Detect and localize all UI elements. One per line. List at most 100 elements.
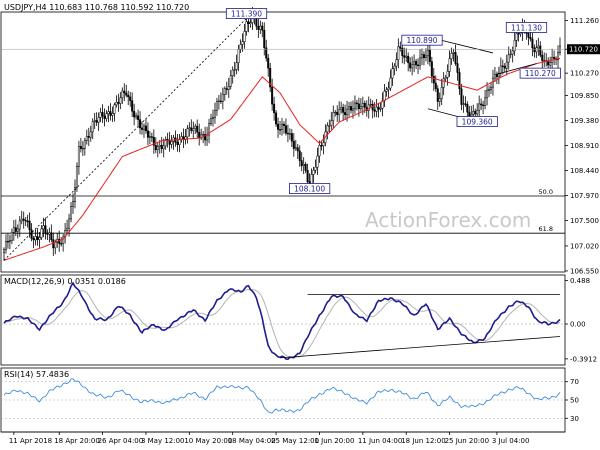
candle-body [52,239,55,249]
header-close: 110.720 [156,3,190,12]
rsi-tick-label: 70 [570,378,579,386]
time-tick-label: 18 Apr 20:00 [54,437,100,445]
price-tick-label: 110.270 [570,70,599,78]
price-trendline [3,18,247,261]
candle-body [20,218,23,222]
price-tick-label: 106.550 [570,267,599,275]
candle-body [97,117,100,123]
price-label-box [519,67,561,79]
time-tick-label: 25 May 12:00 [271,437,319,445]
candle-body [460,88,463,105]
candle-body [263,29,266,48]
candle-body [415,61,418,66]
candle-body [383,91,386,102]
candle-body [91,121,94,133]
candle-body [316,155,319,168]
candle-body [137,115,140,120]
candle-body [152,136,155,146]
candle-body [377,106,380,110]
candle-body [290,133,293,142]
time-tick-label: 18 Jun 12:00 [401,437,445,445]
candle-body [105,113,108,119]
candle-body [348,106,351,110]
candle-body [211,117,214,119]
candle-body [375,106,378,112]
candle-body [474,110,477,115]
candle-body [322,142,325,147]
candle-body [3,249,5,253]
candle-body [442,78,445,88]
candle-body [549,62,552,66]
candle-body [101,112,104,117]
candle-body [462,103,465,105]
candle-body [300,160,303,166]
candle-body [529,37,532,40]
candle-body [115,102,118,106]
candle-body [353,102,356,110]
candle-body [221,94,224,102]
candle-body [539,45,542,56]
candle-body [48,232,51,235]
candle-body [243,31,246,42]
candle-body [422,54,425,58]
header-high: 110.768 [84,3,118,12]
candle-body [409,62,412,69]
candle-body [334,111,337,114]
candle-body [320,145,323,147]
candle-body [328,125,331,127]
price-label-box [505,22,548,33]
candle-body [87,136,90,138]
candle-body [16,228,19,232]
candle-body [42,225,45,230]
rsi-tick-label: 50 [570,397,579,405]
candle-body [387,87,390,90]
candle-body [184,136,187,140]
candle-body [123,90,126,94]
candle-body [480,103,483,106]
candle-body [129,96,132,101]
candle-body [73,187,76,202]
candle-body [162,145,165,150]
candle-body [401,47,404,56]
candle-body [438,98,441,102]
candle-body [257,25,260,30]
price-panel-frame [0,11,566,273]
candle-body [470,113,473,117]
candle-body [419,57,422,66]
price-tick-label: 107.500 [570,217,599,225]
candle-body [440,87,443,99]
candle-body [54,242,57,249]
candle-body [450,53,453,60]
time-tick-label: 3 Jul 04:00 [492,437,530,445]
candle-body [164,138,167,147]
macd-trendline [279,336,561,359]
candle-body [426,49,429,57]
candle-body [318,145,321,157]
candle-body [476,110,479,115]
candle-body [198,131,201,138]
candle-body [281,123,283,130]
candle-body [235,62,238,70]
candle-body [83,140,86,149]
candle-body [18,220,21,230]
candle-body [239,44,242,50]
candle-body [495,73,498,78]
candle-body [8,240,11,242]
candle-body [332,112,335,121]
candle-body [385,89,388,92]
candle-body [135,115,138,118]
moving-average-line [3,57,561,261]
price-label-text: 109.360 [462,118,493,127]
candle-body [391,68,394,79]
candle-body [298,150,301,161]
candle-body [269,67,272,88]
candle-body [127,94,130,98]
candle-body [282,123,285,126]
candle-body [210,118,213,124]
candle-body [417,64,420,66]
candle-body [50,232,53,241]
candle-body [245,21,248,32]
candle-body [10,231,13,241]
header-open: 110.683 [49,3,83,12]
candle-body [213,110,216,118]
